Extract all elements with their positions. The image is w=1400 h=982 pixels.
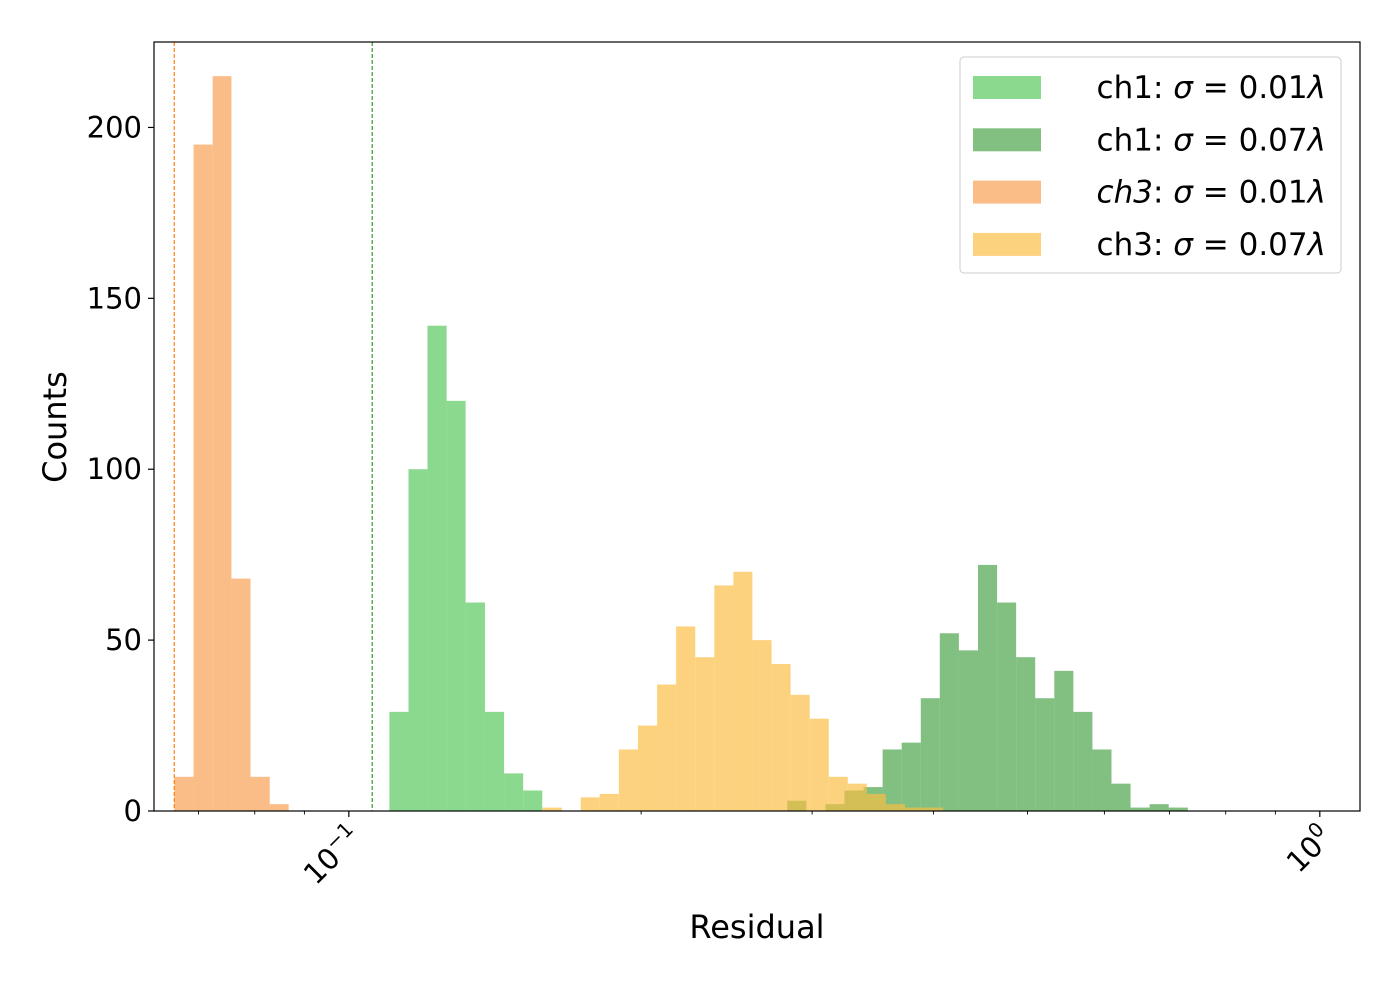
histogram-bar: [193, 144, 213, 811]
histogram-bar: [901, 742, 921, 811]
legend-swatch: [973, 76, 1041, 99]
histogram-bar: [269, 804, 289, 811]
histogram-bar: [1168, 807, 1188, 811]
histogram-bar: [939, 633, 959, 811]
histogram-bar: [924, 807, 944, 811]
histogram-bars: [174, 76, 1188, 812]
histogram-bar: [504, 773, 524, 811]
histogram-bar: [465, 602, 485, 811]
histogram-bar: [408, 469, 428, 811]
histogram-bar: [866, 793, 886, 811]
y-tick-label: 200: [87, 110, 142, 144]
histogram-bar: [174, 776, 194, 811]
histogram-bar: [1092, 749, 1112, 811]
histogram-bar: [828, 776, 848, 811]
histogram-bar: [1054, 670, 1074, 811]
histogram-bar: [484, 711, 505, 811]
histogram-bar: [212, 76, 232, 812]
legend-label: ch3: σ = 0.07λ: [1097, 227, 1326, 263]
histogram-bar: [752, 640, 772, 811]
histogram-bar: [618, 749, 638, 811]
histogram-bar: [427, 325, 447, 811]
histogram-bar: [733, 571, 753, 811]
histogram-bar: [599, 793, 619, 811]
reference-lines: [173, 42, 373, 811]
histogram-bar: [958, 650, 978, 811]
plot-frame: [153, 41, 1361, 812]
y-tick-label: 50: [105, 623, 142, 657]
legend-label: ch3: σ = 0.01λ: [1097, 175, 1326, 211]
x-tick-label: 10−1: [294, 817, 368, 891]
legend-swatch: [973, 180, 1041, 204]
histogram-bar: [580, 797, 600, 811]
y-axis-label: Counts: [36, 371, 74, 483]
histogram-bar: [446, 400, 466, 811]
legend-label: ch1: σ = 0.07λ: [1097, 122, 1326, 158]
histogram-bar: [676, 626, 696, 811]
histogram-bar: [250, 776, 270, 811]
legend-label: ch1: σ = 0.01λ: [1097, 70, 1326, 106]
histogram-bar: [1149, 804, 1169, 811]
histogram-bar: [637, 725, 658, 811]
series-bars-3: [174, 76, 289, 812]
legend-swatch: [973, 232, 1041, 256]
series-bars-1: [389, 325, 543, 811]
histogram-bar: [997, 602, 1017, 811]
histogram-bar: [1016, 657, 1036, 811]
histogram-bar: [847, 783, 867, 811]
series-bars-2: [787, 564, 1188, 811]
legend: ch1: σ = 0.01λ ch1: σ = 0.07λ ch3: σ = 0.0…: [959, 56, 1342, 274]
histogram-bar: [905, 807, 925, 811]
histogram-bar: [1111, 783, 1131, 811]
legend-frame: [959, 56, 1342, 274]
histogram-bar: [1035, 698, 1055, 811]
histogram-bar: [231, 578, 251, 811]
y-tick-label: 0: [124, 794, 142, 828]
x-axis-label: Residual: [689, 908, 824, 946]
histogram-bar: [882, 749, 902, 811]
histogram-bar: [657, 684, 677, 811]
histogram-bar: [978, 564, 998, 811]
histogram-bar: [389, 711, 409, 811]
x-tick-label: 100: [1277, 817, 1339, 879]
histogram-bar: [1073, 711, 1093, 811]
y-axis-ticks: 0 50 100 150 200: [87, 110, 154, 828]
y-tick-label: 150: [87, 281, 142, 315]
histogram-bar: [542, 807, 562, 811]
histogram-bar: [809, 718, 829, 811]
histogram-bar: [714, 585, 734, 811]
histogram-bar: [695, 657, 715, 811]
histogram-bar: [885, 804, 906, 811]
histogram-bar: [523, 790, 543, 811]
y-tick-label: 100: [87, 452, 142, 486]
histogram-bar: [920, 698, 940, 811]
histogram-bar: [1130, 807, 1150, 811]
series-bars-4: [542, 571, 944, 811]
histogram-bar: [790, 694, 810, 811]
legend-swatch: [973, 128, 1041, 152]
x-axis-ticks: 10−1 100: [197, 811, 1339, 891]
histogram-bar: [771, 664, 791, 811]
